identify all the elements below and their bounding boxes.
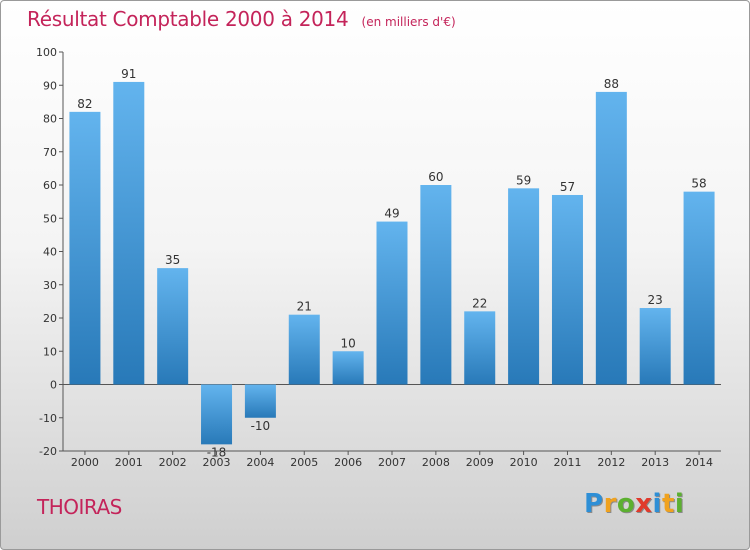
y-tick-label: 50 xyxy=(43,212,57,225)
data-label: 88 xyxy=(604,77,619,91)
chart-subtitle: (en milliers d'€) xyxy=(361,15,456,29)
logo-letter: t xyxy=(661,489,675,519)
data-label: 22 xyxy=(472,296,487,310)
y-tick-label: 10 xyxy=(43,345,57,358)
x-tick-label: 2002 xyxy=(159,456,187,469)
logo-letter: x xyxy=(635,489,653,519)
bar xyxy=(595,91,627,385)
bar xyxy=(508,188,540,385)
x-tick-label: 2006 xyxy=(334,456,362,469)
x-tick-label: 2005 xyxy=(290,456,318,469)
data-label: 23 xyxy=(648,293,663,307)
proxiti-logo[interactable]: Proxiti xyxy=(584,489,684,519)
bar xyxy=(332,351,364,385)
x-tick-label: 2013 xyxy=(641,456,669,469)
data-label: 60 xyxy=(428,170,443,184)
data-label: 82 xyxy=(77,97,92,111)
data-label: 57 xyxy=(560,180,575,194)
y-tick-label: 30 xyxy=(43,279,57,292)
x-tick-label: 2003 xyxy=(203,456,231,469)
bar xyxy=(639,308,671,385)
commune-name: THOIRAS xyxy=(37,495,122,519)
logo-letter: i xyxy=(652,489,662,519)
x-tick-label: 2014 xyxy=(685,456,713,469)
bar xyxy=(464,311,496,385)
bar xyxy=(551,194,583,385)
y-tick-label: 90 xyxy=(43,79,57,92)
x-tick-label: 2009 xyxy=(466,456,494,469)
data-label: 91 xyxy=(121,67,136,81)
y-tick-label: 60 xyxy=(43,179,57,192)
bar xyxy=(157,268,189,385)
y-tick-label: 70 xyxy=(43,146,57,159)
x-tick-label: 2004 xyxy=(246,456,274,469)
x-tick-label: 2008 xyxy=(422,456,450,469)
y-tick-label: -20 xyxy=(39,445,57,458)
y-tick-label: -10 xyxy=(39,412,57,425)
x-tick-label: 2012 xyxy=(597,456,625,469)
chart-title-row: Résultat Comptable 2000 à 2014 (en milli… xyxy=(27,7,456,31)
bar xyxy=(244,384,276,418)
bar xyxy=(288,314,320,385)
data-label: 10 xyxy=(340,336,355,350)
x-tick-label: 2007 xyxy=(378,456,406,469)
y-tick-label: 80 xyxy=(43,113,57,126)
data-label: 59 xyxy=(516,173,531,187)
x-tick-label: 2001 xyxy=(115,456,143,469)
y-tick-label: 40 xyxy=(43,246,57,259)
x-tick-label: 2010 xyxy=(510,456,538,469)
data-label: 35 xyxy=(165,253,180,267)
logo-letter: o xyxy=(616,489,636,519)
bar xyxy=(69,111,101,385)
data-label: 21 xyxy=(297,300,312,314)
chart-title: Résultat Comptable 2000 à 2014 xyxy=(27,7,349,31)
y-tick-label: 100 xyxy=(36,46,57,59)
y-tick-label: 20 xyxy=(43,312,57,325)
bar xyxy=(683,191,715,385)
data-label: 58 xyxy=(691,177,706,191)
bar xyxy=(113,81,145,385)
bar xyxy=(420,185,452,385)
logo-letter: i xyxy=(674,489,685,519)
x-tick-label: 2011 xyxy=(553,456,581,469)
data-label: -18 xyxy=(207,445,227,459)
data-label: -10 xyxy=(251,419,271,433)
logo-letter: r xyxy=(603,489,617,519)
bar xyxy=(201,384,233,445)
logo-letter: P xyxy=(584,489,604,519)
x-tick-label: 2000 xyxy=(71,456,99,469)
bar xyxy=(376,221,408,385)
y-tick-label: 0 xyxy=(50,379,57,392)
data-label: 49 xyxy=(384,207,399,221)
